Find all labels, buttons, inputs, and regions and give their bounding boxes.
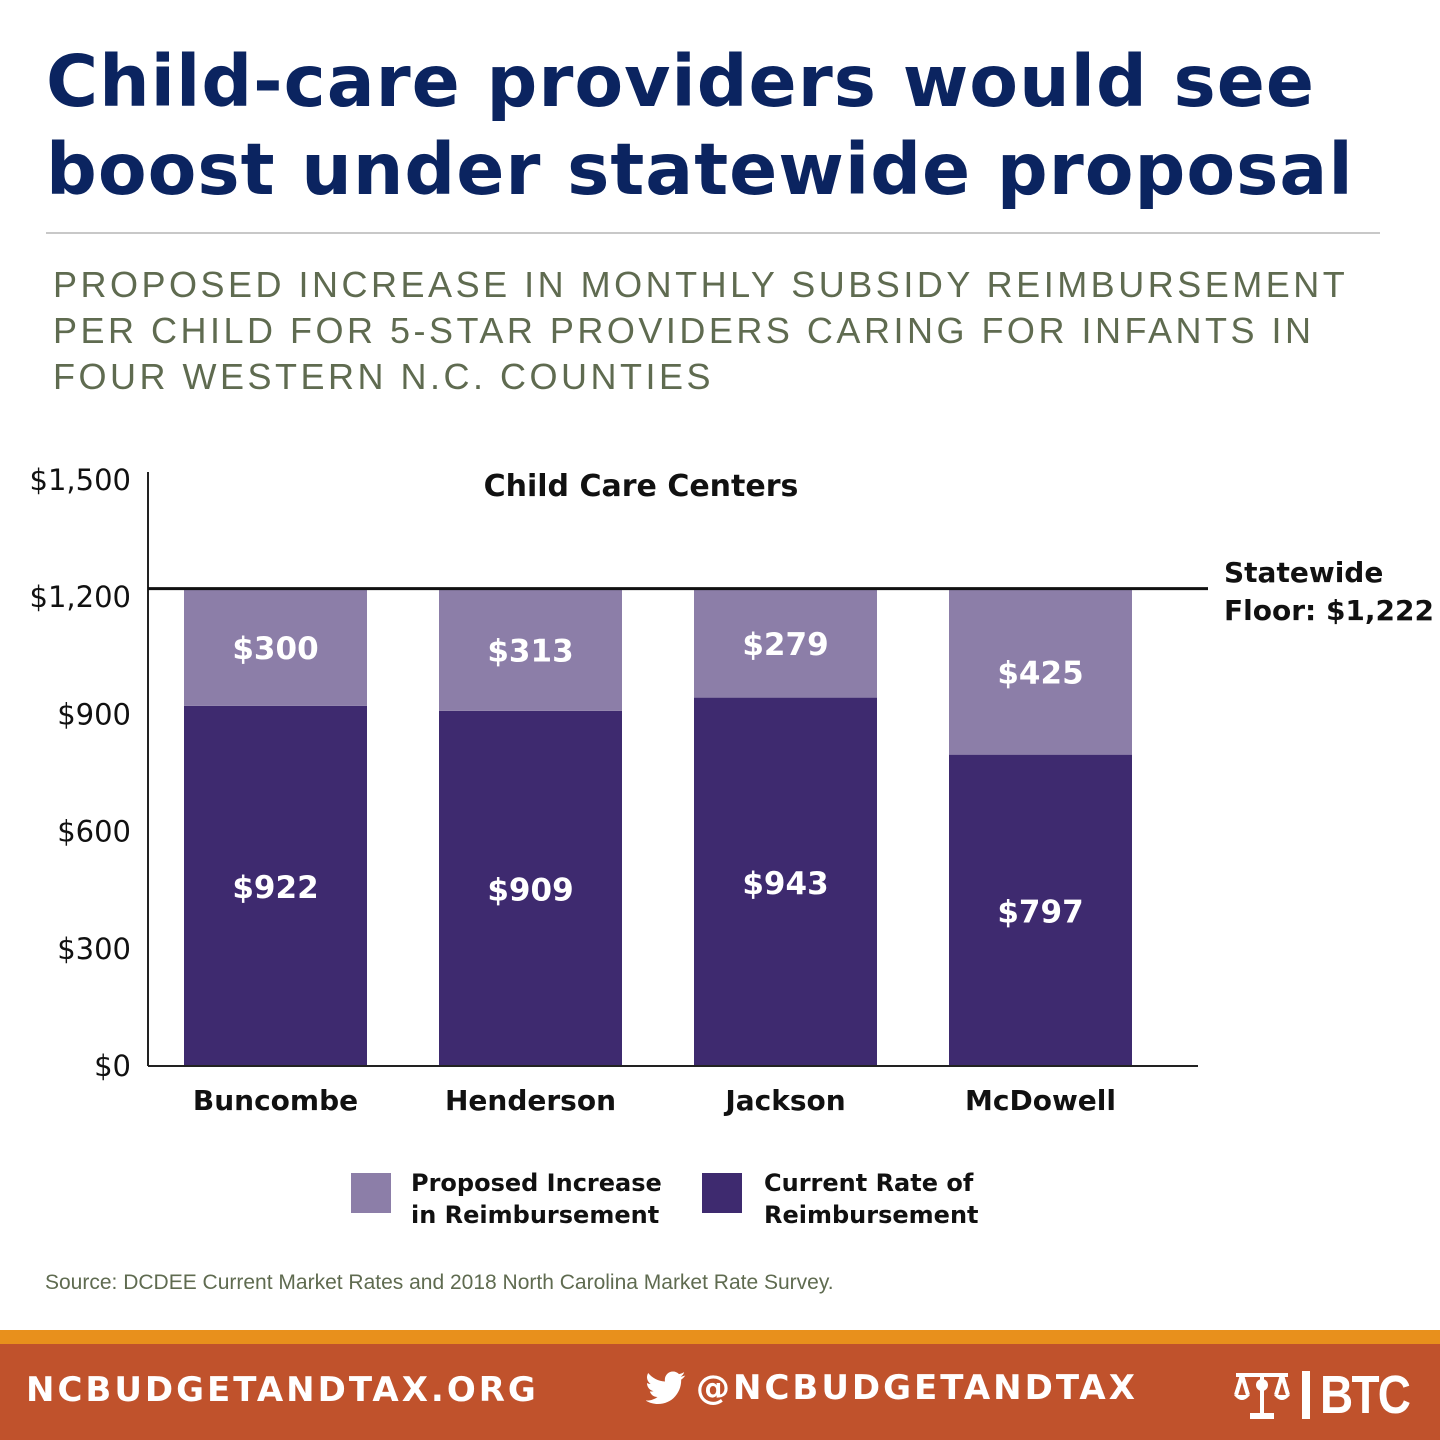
data-label-increase: $279 xyxy=(742,627,828,663)
footer-social[interactable]: @NCBUDGETANDTAX xyxy=(646,1368,1138,1408)
data-label-current: $909 xyxy=(487,872,573,908)
x-tick-label: Henderson xyxy=(445,1084,616,1117)
chart-title: Child Care Centers xyxy=(484,469,799,504)
bar-current-henderson xyxy=(439,710,622,1066)
footer-logo-text: BTC xyxy=(1320,1365,1411,1425)
divider xyxy=(46,232,1380,234)
y-tick-label: $300 xyxy=(57,932,131,966)
footer-website[interactable]: NCBUDGETANDTAX.ORG xyxy=(26,1370,539,1410)
x-tick-label: Buncombe xyxy=(193,1084,358,1117)
legend-swatch xyxy=(702,1173,742,1213)
legend-swatch xyxy=(351,1173,391,1213)
bar-increase-buncombe xyxy=(184,588,367,706)
bar-current-buncombe xyxy=(184,705,367,1066)
data-label-increase: $300 xyxy=(232,631,318,667)
data-label-increase: $425 xyxy=(997,656,1083,692)
legend-label: Proposed Increase xyxy=(411,1169,662,1197)
statewide-floor-label: Statewide xyxy=(1224,556,1383,589)
y-tick-label: $0 xyxy=(94,1049,131,1083)
y-tick-label: $1,500 xyxy=(30,463,131,497)
data-label-current: $943 xyxy=(742,866,828,902)
x-tick-label: Jackson xyxy=(723,1084,845,1117)
headline: Child-care providers would see boost und… xyxy=(46,40,1354,211)
source-note: Source: DCDEE Current Market Rates and 2… xyxy=(45,1271,834,1294)
footer-handle: @NCBUDGETANDTAX xyxy=(696,1368,1138,1408)
stacked-bar-chart: Child Care Centers $922 $300 Buncombe $909 $3… xyxy=(30,463,1434,1229)
logo-divider xyxy=(1302,1371,1310,1419)
bar-current-jackson xyxy=(694,697,877,1066)
data-label-current: $797 xyxy=(997,894,1083,930)
y-tick-label: $1,200 xyxy=(30,580,131,614)
bar-increase-mcdowell xyxy=(949,588,1132,755)
footer-stripe xyxy=(0,1330,1440,1344)
x-tick-label: McDowell xyxy=(965,1084,1116,1117)
bar-increase-jackson xyxy=(694,588,877,698)
footer-logo[interactable]: BTC xyxy=(1232,1364,1425,1426)
bar-increase-henderson xyxy=(439,588,622,711)
y-tick-label: $600 xyxy=(57,815,131,849)
data-label-increase: $313 xyxy=(487,634,573,670)
twitter-bird-icon xyxy=(646,1371,686,1404)
legend-label: Current Rate of xyxy=(764,1169,974,1197)
legend-label: Reimbursement xyxy=(764,1201,979,1229)
legend-label: in Reimbursement xyxy=(411,1201,659,1229)
data-label-current: $922 xyxy=(232,870,318,906)
subheadline: PROPOSED INCREASE IN MONTHLY SUBSIDY REI… xyxy=(53,264,1348,397)
footer-bar: NCBUDGETANDTAX.ORG @NCBUDGETANDTAX BTC xyxy=(0,1344,1440,1440)
justice-logo-icon xyxy=(1234,1373,1290,1419)
statewide-floor-label: Floor: $1,222 xyxy=(1224,594,1434,627)
y-tick-label: $900 xyxy=(57,697,131,731)
bar-current-mcdowell xyxy=(949,754,1132,1066)
